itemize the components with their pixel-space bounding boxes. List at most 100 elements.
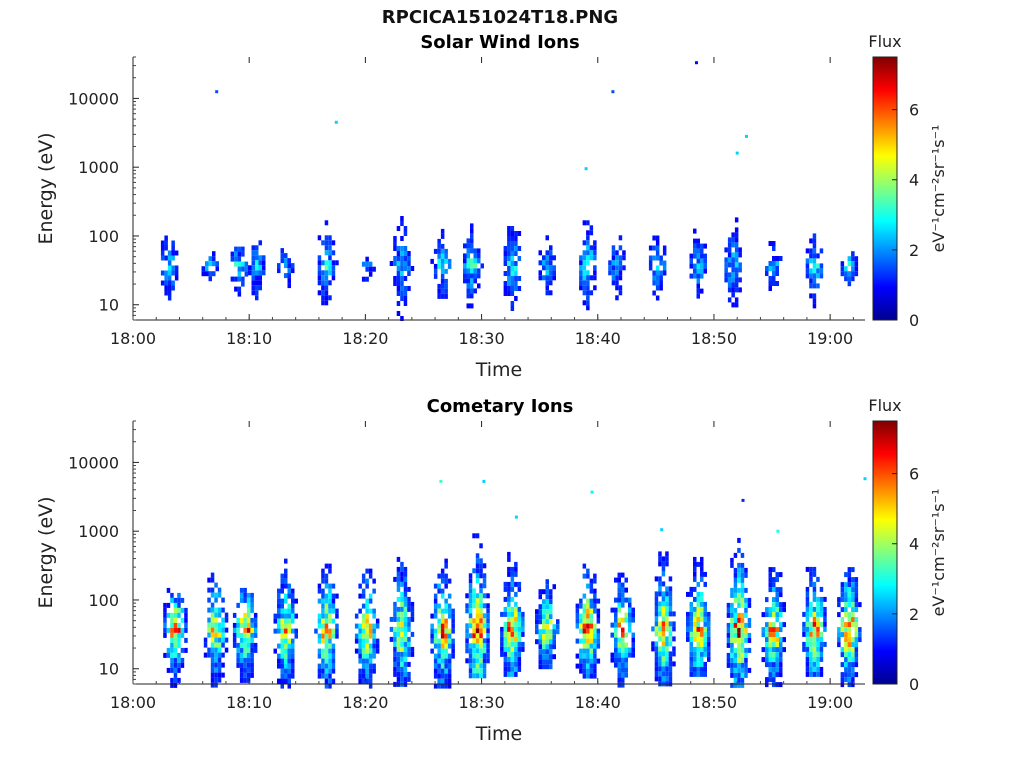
flux-cell	[280, 668, 284, 674]
flux-cell	[477, 253, 481, 259]
flux-cell	[210, 617, 215, 623]
flux-cell	[510, 656, 515, 662]
flux-cell	[747, 597, 752, 603]
flux-cell	[447, 643, 452, 649]
flux-cell	[854, 577, 859, 583]
flux-cell	[734, 302, 739, 308]
flux-cell	[221, 617, 225, 623]
flux-cell	[166, 587, 171, 593]
flux-cell	[740, 677, 745, 683]
flux-cell	[582, 608, 587, 614]
flux-cell	[765, 266, 769, 271]
flux-cell	[217, 612, 222, 618]
flux-cell	[510, 226, 515, 231]
flux-cell	[652, 290, 656, 296]
flux-cell	[847, 567, 852, 573]
flux-cell	[542, 629, 546, 635]
flux-cell	[407, 586, 411, 592]
flux-cell	[243, 672, 247, 678]
flux-cell	[475, 573, 480, 579]
flux-cell	[693, 626, 697, 632]
flux-cell	[648, 255, 653, 261]
flux-cell	[510, 606, 515, 612]
flux-cell	[514, 276, 518, 281]
flux-cell	[703, 651, 707, 657]
flux-cell	[321, 593, 325, 599]
flux-cell	[654, 611, 659, 617]
flux-cell	[586, 668, 590, 674]
flux-cell	[844, 647, 848, 653]
flux-cell	[775, 256, 779, 261]
flux-cell	[287, 628, 291, 634]
flux-cell	[809, 278, 813, 284]
flux-cell	[166, 652, 171, 658]
flux-cell	[500, 626, 504, 632]
flux-cell	[280, 258, 284, 264]
flux-cell	[372, 613, 376, 619]
flux-cell	[689, 651, 693, 657]
flux-cell	[514, 591, 518, 597]
flux-cell	[444, 573, 448, 579]
flux-cell	[586, 608, 590, 614]
flux-cell	[665, 661, 669, 667]
flux-cell	[250, 637, 254, 643]
flux-cell	[611, 255, 616, 261]
flux-cell	[465, 658, 469, 664]
flux-cell	[614, 652, 618, 658]
flux-cell	[407, 641, 411, 647]
flux-cell	[726, 627, 731, 633]
flux-cell	[463, 278, 467, 284]
flux-cell	[479, 603, 483, 609]
flux-cell	[170, 592, 174, 598]
flux-cell	[744, 672, 748, 678]
flux-cell	[217, 672, 222, 678]
flux-cell	[440, 643, 445, 649]
flux-cell	[696, 671, 700, 677]
flux-cell	[239, 667, 244, 673]
flux-cell	[486, 653, 490, 659]
flux-cell	[437, 288, 441, 294]
flux-cell	[621, 662, 625, 668]
colorbar-title: Flux	[868, 396, 901, 415]
flux-cell	[503, 636, 508, 642]
flux-cell	[693, 661, 697, 667]
spectrogram-cells	[163, 533, 862, 689]
flux-cell	[180, 632, 185, 638]
flux-cell	[730, 637, 734, 643]
flux-cell	[331, 250, 336, 256]
flux-cell	[396, 226, 401, 231]
flux-cell	[586, 305, 590, 311]
flux-cell	[610, 622, 614, 628]
x-tick-label: 18:40	[575, 329, 621, 348]
flux-cell	[433, 658, 438, 664]
flux-cell	[500, 611, 504, 617]
flux-cell	[236, 617, 240, 623]
flux-cell	[542, 589, 546, 595]
flux-cell	[294, 598, 298, 604]
flux-cell	[173, 597, 178, 603]
flux-cell	[433, 608, 438, 614]
flux-burst	[575, 563, 601, 679]
flux-cell	[482, 593, 487, 599]
flux-cell	[243, 612, 247, 618]
flux-cell	[772, 587, 776, 593]
flux-cell	[552, 624, 556, 630]
flux-cell	[255, 295, 259, 301]
flux-cell	[816, 636, 820, 642]
flux-cell	[328, 648, 332, 654]
flux-cell	[331, 265, 336, 271]
flux-cell	[733, 622, 738, 628]
flux-cell	[844, 667, 848, 673]
flux-cell	[775, 587, 779, 593]
flux-cell	[174, 275, 179, 281]
flux-cell	[167, 250, 172, 256]
flux-cell	[696, 651, 700, 657]
flux-cell	[621, 667, 625, 673]
flux-cell	[844, 637, 848, 643]
flux-cell	[277, 593, 281, 599]
flux-cell	[731, 267, 735, 273]
flux-cell	[389, 261, 394, 266]
flux-cell	[321, 295, 325, 301]
flux-cell	[840, 261, 845, 267]
flux-cell	[819, 671, 824, 677]
